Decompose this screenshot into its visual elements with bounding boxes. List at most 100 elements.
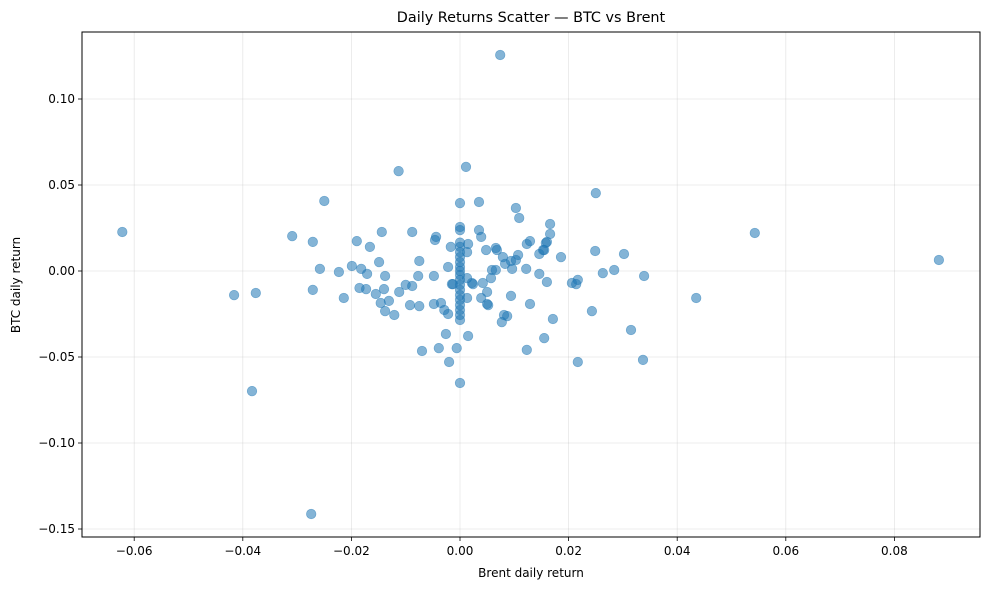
data-point bbox=[933, 254, 945, 266]
data-point bbox=[454, 225, 466, 236]
data-point bbox=[380, 270, 391, 282]
data-point bbox=[393, 166, 404, 177]
data-point bbox=[454, 314, 466, 326]
data-point bbox=[572, 274, 583, 286]
data-point bbox=[510, 202, 522, 214]
data-point bbox=[374, 257, 385, 268]
data-point bbox=[416, 345, 428, 357]
data-point bbox=[524, 298, 536, 310]
plot-frame bbox=[81, 31, 981, 538]
data-point bbox=[506, 263, 518, 275]
data-point bbox=[362, 268, 373, 280]
data-point bbox=[414, 301, 425, 312]
data-point bbox=[597, 268, 608, 279]
data-point bbox=[638, 270, 650, 282]
data-point bbox=[433, 343, 444, 354]
data-point bbox=[547, 313, 559, 325]
data-point bbox=[521, 344, 532, 356]
x-axis-ticks: −0.06 −0.04 −0.02 0.00 0.02 0.04 0.06 0.08 bbox=[116, 537, 908, 558]
y-tick-label: 0.00 bbox=[48, 264, 75, 278]
data-point bbox=[451, 343, 462, 354]
data-point bbox=[477, 277, 488, 289]
data-point bbox=[389, 309, 400, 321]
data-point bbox=[380, 306, 391, 317]
data-point bbox=[749, 227, 760, 239]
data-point bbox=[117, 226, 128, 238]
x-tick-label: 0.06 bbox=[772, 544, 799, 558]
x-tick-label: −0.02 bbox=[333, 544, 370, 558]
data-point bbox=[483, 300, 494, 311]
data-point bbox=[590, 245, 601, 257]
data-point bbox=[505, 290, 517, 302]
data-point bbox=[462, 247, 473, 258]
data-point bbox=[229, 290, 240, 301]
data-point bbox=[361, 284, 372, 295]
data-point bbox=[539, 333, 550, 344]
data-point bbox=[473, 196, 485, 208]
data-point bbox=[364, 241, 376, 252]
data-point bbox=[338, 292, 349, 304]
y-axis-label: BTC daily return bbox=[9, 237, 23, 333]
data-point bbox=[467, 279, 479, 290]
data-point bbox=[590, 188, 601, 199]
data-point bbox=[555, 252, 567, 263]
data-point bbox=[454, 377, 466, 389]
data-point bbox=[429, 234, 441, 246]
data-point bbox=[637, 354, 649, 366]
data-point bbox=[572, 356, 583, 368]
data-point bbox=[307, 236, 318, 247]
data-points bbox=[117, 49, 945, 520]
y-axis-ticks: −0.15 −0.10 −0.05 0.00 0.05 0.10 bbox=[38, 92, 82, 536]
data-point bbox=[514, 212, 525, 224]
data-point bbox=[691, 292, 702, 304]
data-point bbox=[445, 241, 456, 252]
data-point bbox=[454, 198, 466, 209]
data-point bbox=[378, 284, 390, 295]
y-tick-label: −0.10 bbox=[38, 436, 75, 450]
data-point bbox=[319, 195, 330, 207]
data-point bbox=[414, 255, 425, 267]
data-point bbox=[462, 292, 473, 304]
chart-title: Daily Returns Scatter — BTC vs Brent bbox=[397, 10, 666, 26]
data-point bbox=[609, 264, 620, 276]
data-point bbox=[495, 49, 506, 61]
data-point bbox=[250, 287, 261, 299]
x-tick-label: 0.08 bbox=[881, 544, 908, 558]
data-point bbox=[351, 236, 362, 247]
data-point bbox=[544, 218, 556, 230]
data-point bbox=[314, 263, 326, 275]
data-point bbox=[407, 280, 418, 292]
data-point bbox=[428, 270, 440, 282]
data-point bbox=[476, 231, 487, 242]
data-point bbox=[407, 226, 418, 238]
data-point bbox=[460, 161, 472, 172]
data-point bbox=[376, 226, 387, 238]
data-point bbox=[307, 284, 318, 296]
data-point bbox=[539, 244, 550, 256]
data-point bbox=[443, 261, 454, 273]
data-point bbox=[482, 286, 493, 298]
data-point bbox=[440, 328, 452, 340]
data-point bbox=[333, 266, 345, 278]
data-point bbox=[444, 356, 455, 368]
data-point bbox=[512, 249, 524, 261]
x-tick-label: 0.00 bbox=[447, 544, 474, 558]
data-point bbox=[463, 330, 474, 342]
x-tick-label: 0.04 bbox=[664, 544, 691, 558]
data-point bbox=[496, 317, 507, 328]
x-tick-label: −0.06 bbox=[116, 544, 153, 558]
data-point bbox=[625, 324, 637, 336]
data-point bbox=[370, 288, 381, 300]
data-point bbox=[404, 300, 416, 311]
y-tick-label: 0.05 bbox=[48, 178, 75, 192]
data-point bbox=[521, 263, 532, 275]
data-point bbox=[524, 236, 536, 247]
data-point bbox=[306, 508, 317, 520]
data-point bbox=[586, 306, 598, 317]
y-tick-label: −0.05 bbox=[38, 350, 75, 364]
data-point bbox=[246, 386, 258, 397]
data-point bbox=[490, 264, 501, 276]
y-tick-label: 0.10 bbox=[48, 92, 75, 106]
data-point bbox=[534, 268, 545, 280]
